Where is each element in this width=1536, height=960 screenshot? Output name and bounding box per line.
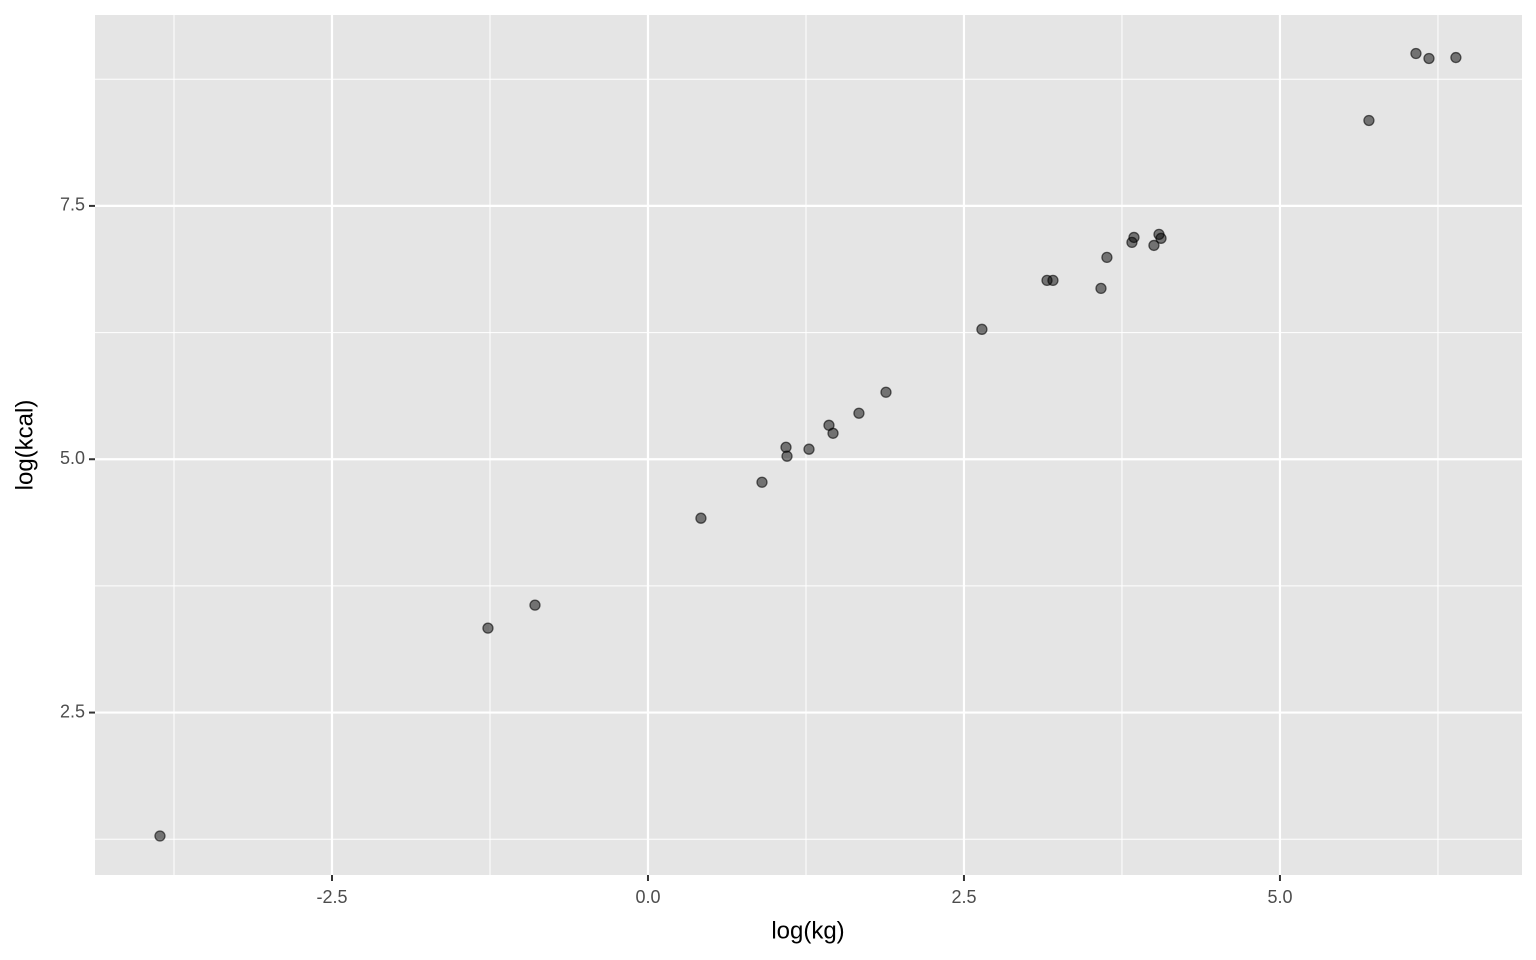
point	[1148, 239, 1160, 252]
y-axis-title: log(kcal)	[11, 400, 38, 491]
y-tick-label: 5.0	[60, 448, 85, 468]
x-tick-label: 5.0	[1267, 887, 1292, 907]
point	[976, 323, 988, 335]
y-tick-label: 2.5	[60, 701, 85, 721]
point	[853, 407, 865, 419]
point	[1410, 47, 1422, 60]
point	[880, 386, 892, 398]
points	[154, 47, 1462, 842]
point	[781, 450, 793, 462]
x-axis-title: log(kg)	[771, 917, 844, 944]
x-tick-label: 2.5	[951, 887, 976, 907]
point	[154, 830, 166, 842]
point	[1095, 282, 1107, 295]
point	[1423, 52, 1435, 65]
point	[1128, 231, 1140, 244]
point	[1155, 232, 1167, 244]
point	[482, 622, 494, 634]
point	[827, 427, 839, 439]
grid	[95, 15, 1522, 875]
point	[529, 599, 541, 611]
x-tick-label: 0.0	[635, 887, 660, 907]
point	[1363, 114, 1375, 127]
point	[803, 443, 815, 455]
x-tick-label: -2.5	[316, 887, 347, 907]
point	[695, 512, 707, 524]
point	[1101, 251, 1113, 264]
point	[1047, 274, 1059, 287]
point	[756, 476, 768, 488]
point	[1450, 51, 1462, 64]
y-tick-label: 7.5	[60, 195, 85, 215]
